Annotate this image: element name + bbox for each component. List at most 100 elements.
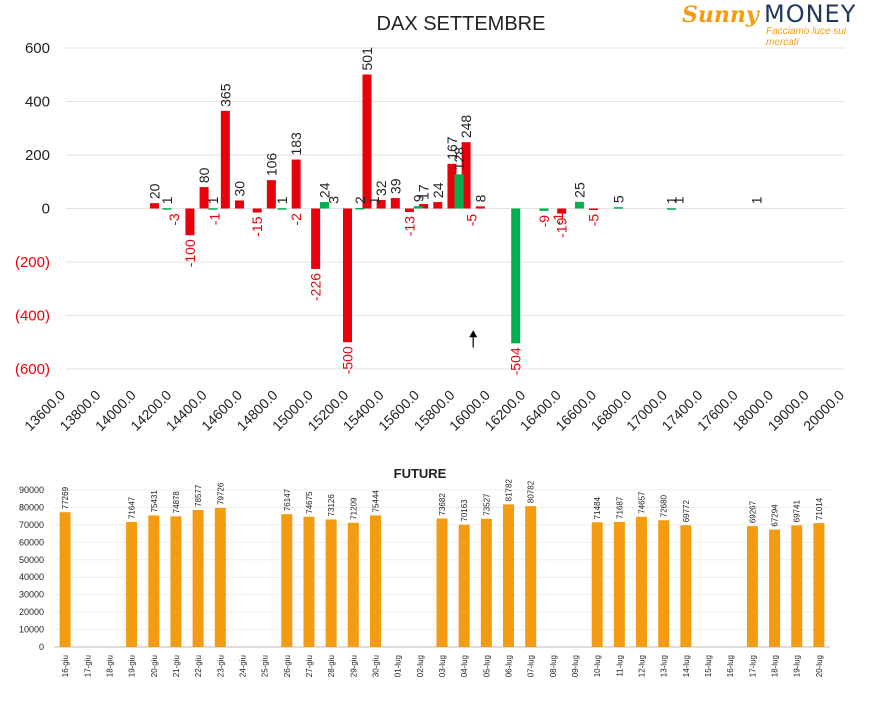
data-label: 69772 <box>682 499 691 522</box>
bar <box>791 525 803 647</box>
bar <box>636 516 648 647</box>
y-tick-label: 0 <box>42 201 50 218</box>
bar <box>281 514 293 647</box>
data-label: 81782 <box>505 479 514 502</box>
x-tick-label: 23-giu <box>216 655 225 677</box>
y-tick-label: 50000 <box>19 555 44 565</box>
data-label: 73527 <box>482 493 491 516</box>
x-tick-label: 01-lug <box>394 655 403 677</box>
data-label: -3 <box>166 213 182 226</box>
sunny-money-logo: Sunny MONEY Facciamo luce sui mercati <box>680 0 880 48</box>
bar <box>613 521 625 647</box>
data-label: 501 <box>359 47 375 71</box>
data-label: 8 <box>472 194 488 202</box>
bar <box>658 520 670 647</box>
bar <box>746 526 758 647</box>
data-label: 73126 <box>327 494 336 517</box>
bar <box>199 187 209 209</box>
data-label: 71209 <box>349 497 358 520</box>
data-label: -1 <box>207 213 223 226</box>
y-tick-label: 80000 <box>19 502 44 512</box>
data-label: 69267 <box>748 500 757 523</box>
data-label: 128 <box>451 147 467 171</box>
x-tick-label: 08-lug <box>549 655 558 677</box>
annotation-arrow-head <box>469 330 478 338</box>
x-tick-label: 16-lug <box>726 655 735 677</box>
bar <box>252 208 262 213</box>
data-label: 78577 <box>194 484 203 507</box>
data-label: 24 <box>430 182 446 198</box>
bar <box>613 207 623 209</box>
x-tick-label: 19-lug <box>793 655 802 677</box>
x-tick-label: 16-giu <box>61 655 70 677</box>
bar <box>475 206 485 209</box>
y-tick-label: (600) <box>15 361 50 378</box>
bar <box>404 208 414 212</box>
data-label: 1 <box>205 196 221 204</box>
bar <box>454 174 464 209</box>
data-label: 20 <box>147 183 163 199</box>
bar <box>574 201 584 209</box>
x-tick-label: 20-giu <box>150 655 159 677</box>
data-label: 70163 <box>460 499 469 522</box>
y-tick-label: 40000 <box>19 572 44 582</box>
logo-word-money: MONEY <box>764 0 857 28</box>
bar <box>362 74 372 209</box>
x-tick-label: 11-lug <box>615 655 624 677</box>
x-tick-label: 26-giu <box>283 655 292 677</box>
data-label: 3 <box>325 196 341 204</box>
x-tick-label: 19-giu <box>128 655 137 677</box>
x-tick-label: 18-lug <box>771 655 780 677</box>
x-tick-label: 04-lug <box>460 655 469 677</box>
bar <box>192 509 204 647</box>
x-tick-label: 18-giu <box>105 655 114 677</box>
data-label: 71647 <box>128 496 137 519</box>
data-label: 74675 <box>305 491 314 514</box>
bar <box>208 208 218 210</box>
bar <box>480 518 492 647</box>
data-label: 1 <box>663 196 679 204</box>
bar <box>59 512 71 647</box>
y-tick-label: 0 <box>39 642 44 652</box>
data-label: 39 <box>387 178 403 194</box>
x-tick-label: 14-lug <box>682 655 691 677</box>
bar <box>185 208 195 236</box>
bar <box>557 208 567 214</box>
bar <box>235 200 245 209</box>
bar <box>355 207 365 210</box>
data-label: 79726 <box>216 482 225 505</box>
data-label: -9 <box>536 215 552 228</box>
x-tick-label: 24-giu <box>238 655 247 677</box>
x-tick-label: 28-giu <box>327 655 336 677</box>
bar <box>347 522 359 647</box>
x-tick-label: 05-lug <box>482 655 491 677</box>
bar <box>376 199 386 209</box>
bar <box>220 110 230 209</box>
bar <box>148 515 160 647</box>
y-tick-label: 60000 <box>19 537 44 547</box>
bar <box>303 516 315 647</box>
bar <box>419 203 429 209</box>
data-label: 74878 <box>172 491 181 514</box>
bar <box>461 142 471 209</box>
bar <box>433 202 443 209</box>
y-tick-label: (400) <box>15 308 50 325</box>
data-label: 365 <box>217 83 233 107</box>
logo-tagline: Facciamo luce sui mercati <box>766 26 847 48</box>
logo-word-sunny: Sunny <box>682 2 759 28</box>
x-tick-label: 30-giu <box>371 655 380 677</box>
data-label: -5 <box>586 214 602 227</box>
x-tick-label: 02-lug <box>416 655 425 677</box>
data-label: 1 <box>366 196 382 204</box>
y-tick-label: 90000 <box>19 485 44 495</box>
data-label: -15 <box>249 216 265 236</box>
data-label: 9 <box>410 194 426 202</box>
bar <box>503 504 515 647</box>
bar <box>369 515 381 647</box>
data-label: -2 <box>288 213 304 226</box>
bar <box>680 525 692 647</box>
data-label: 77269 <box>61 486 70 509</box>
data-label: -226 <box>308 273 324 301</box>
data-label: 80 <box>196 167 212 183</box>
